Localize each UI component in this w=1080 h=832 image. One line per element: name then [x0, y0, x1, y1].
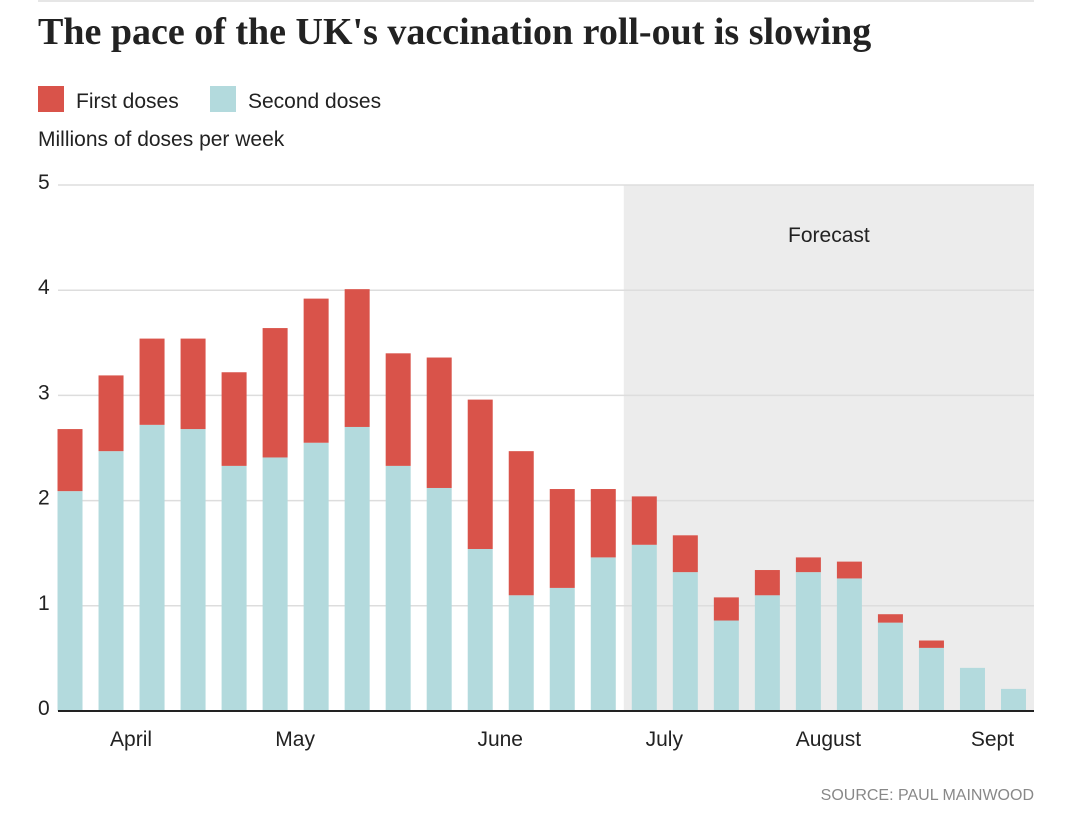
bar-segment — [262, 457, 288, 711]
bar-segment — [467, 548, 493, 711]
source: SOURCE: PAUL MAINWOOD — [821, 787, 1034, 804]
y-tick-label: 4 — [38, 276, 50, 299]
x-tick-label: April — [110, 728, 152, 751]
bar-segment — [713, 620, 739, 711]
legend-swatch — [38, 86, 64, 112]
bar-segment — [795, 572, 821, 711]
bar-segment — [262, 328, 288, 458]
chart-title: The pace of the UK's vaccination roll-ou… — [38, 11, 871, 53]
bar-segment — [508, 595, 534, 711]
y-tick-label: 1 — [38, 592, 50, 615]
bar-segment — [303, 442, 329, 711]
bar-segment — [385, 353, 411, 466]
bar-segment — [631, 496, 657, 545]
bar-segment — [795, 557, 821, 573]
bar-segment — [877, 614, 903, 623]
bar-segment — [98, 451, 124, 711]
y-axis-label: Millions of doses per week — [38, 128, 285, 151]
bar-segment — [672, 572, 698, 711]
bar-segment — [385, 465, 411, 711]
bar-segment — [959, 667, 985, 711]
forecast-label: Forecast — [788, 224, 870, 247]
bar-segment — [426, 357, 452, 488]
bar-segment — [877, 622, 903, 711]
bar-segment — [631, 544, 657, 711]
bar-segment — [590, 557, 616, 711]
bar-segment — [836, 561, 862, 579]
bar-segment — [57, 429, 83, 492]
bar-segment — [918, 647, 944, 711]
bar-segment — [1000, 688, 1026, 711]
y-tick-label: 2 — [38, 487, 50, 510]
bar-segment — [221, 372, 247, 466]
bar-segment — [754, 595, 780, 711]
bar-segment — [180, 429, 206, 711]
x-tick-label: Sept — [971, 728, 1014, 751]
bar-segment — [344, 426, 370, 711]
x-tick-label: June — [477, 728, 523, 751]
bar-segment — [344, 289, 370, 427]
legend-swatch — [210, 86, 236, 112]
bar-segment — [549, 587, 575, 711]
bar-segment — [713, 597, 739, 621]
bar-segment — [180, 338, 206, 430]
bar-segment — [303, 298, 329, 443]
y-tick-label: 3 — [38, 381, 50, 404]
bar-segment — [754, 570, 780, 596]
y-tick-label: 5 — [38, 171, 50, 194]
bar-segment — [836, 578, 862, 711]
bar-segment — [590, 489, 616, 558]
bar-segment — [918, 640, 944, 648]
legend-label: First doses — [76, 90, 179, 113]
bar-segment — [57, 491, 83, 711]
bar-segment — [221, 465, 247, 711]
bar-segment — [508, 451, 534, 596]
bar-segment — [549, 489, 575, 588]
bar-segment — [467, 399, 493, 549]
bar-segment — [426, 487, 452, 711]
bar-segment — [98, 375, 124, 452]
x-tick-label: July — [646, 728, 684, 751]
legend-label: Second doses — [248, 90, 381, 113]
x-tick-label: August — [796, 728, 862, 751]
bar-segment — [672, 535, 698, 573]
x-tick-label: May — [275, 728, 315, 751]
bar-segment — [139, 338, 165, 425]
y-tick-label: 0 — [38, 697, 50, 720]
bar-segment — [139, 424, 165, 711]
